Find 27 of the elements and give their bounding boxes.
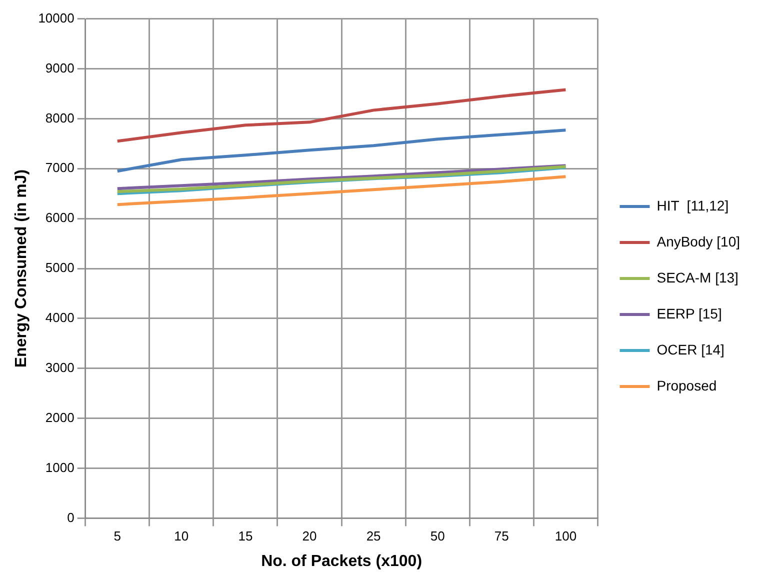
y-tick-label: 4000 xyxy=(45,310,74,326)
y-tick-label: 5000 xyxy=(45,260,74,276)
legend-label: OCER [14] xyxy=(656,341,724,358)
x-tick-label: 25 xyxy=(366,528,381,544)
y-tick-label: 6000 xyxy=(45,210,74,226)
x-tick-label: 100 xyxy=(554,528,577,544)
y-tick-label: 10000 xyxy=(38,10,74,26)
y-tick-label: 0 xyxy=(67,510,74,525)
y-axis-title: Energy Consumed (in mJ) xyxy=(13,169,30,368)
y-tick-label: 8000 xyxy=(45,110,74,126)
legend-label: EERP [15] xyxy=(656,305,722,322)
legend-label: SECA-M [13] xyxy=(656,269,738,286)
x-tick-label: 20 xyxy=(302,528,317,544)
x-tick-label: 5 xyxy=(114,528,121,544)
y-tick-label: 7000 xyxy=(45,160,74,176)
y-tick-label: 1000 xyxy=(45,460,74,475)
y-tick-label: 9000 xyxy=(45,60,74,76)
legend-label: HIT [11,12] xyxy=(656,197,729,214)
x-tick-label: 15 xyxy=(238,528,253,544)
y-tick-label: 2000 xyxy=(45,410,74,425)
legend-label: AnyBody [10] xyxy=(656,233,740,250)
x-axis-title: No. of Packets (x100) xyxy=(261,552,422,570)
x-tick-label: 10 xyxy=(174,528,189,544)
y-tick-label: 3000 xyxy=(45,360,74,375)
x-tick-label: 75 xyxy=(494,528,509,544)
x-tick-label: 50 xyxy=(430,528,445,544)
legend-label: Proposed xyxy=(656,377,717,394)
